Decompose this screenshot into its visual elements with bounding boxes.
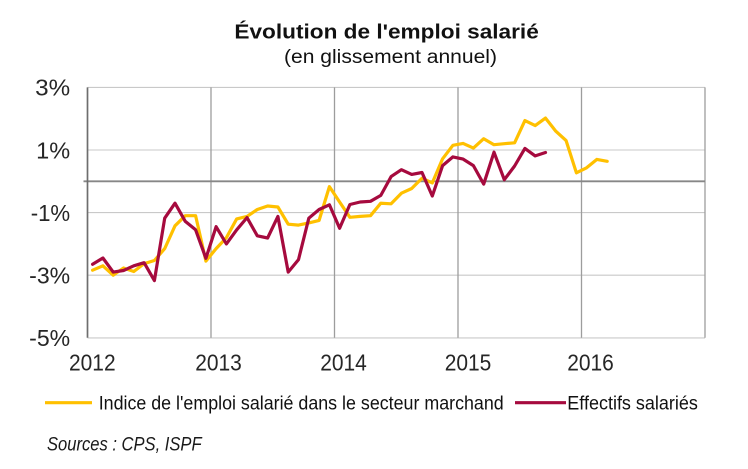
svg-text:-1%: -1% (31, 200, 70, 226)
svg-text:2016: 2016 (567, 349, 614, 375)
svg-text:-5%: -5% (29, 325, 70, 351)
svg-text:-3%: -3% (29, 263, 70, 289)
svg-text:Sources : CPS, ISPF: Sources : CPS, ISPF (47, 434, 203, 455)
svg-text:2015: 2015 (445, 349, 492, 375)
svg-text:Évolution de l'emploi salarié: Évolution de l'emploi salarié (234, 21, 538, 44)
svg-text:Effectifs salariés: Effectifs salariés (567, 393, 698, 415)
svg-text:2012: 2012 (69, 349, 116, 375)
svg-text:2014: 2014 (320, 349, 367, 375)
svg-text:Indice de l'emploi salarié dan: Indice de l'emploi salarié dans le secte… (99, 393, 504, 415)
svg-text:(en glissement annuel): (en glissement annuel) (284, 47, 497, 68)
svg-text:1%: 1% (36, 137, 70, 163)
svg-text:3%: 3% (35, 75, 70, 101)
svg-text:2013: 2013 (195, 349, 242, 375)
